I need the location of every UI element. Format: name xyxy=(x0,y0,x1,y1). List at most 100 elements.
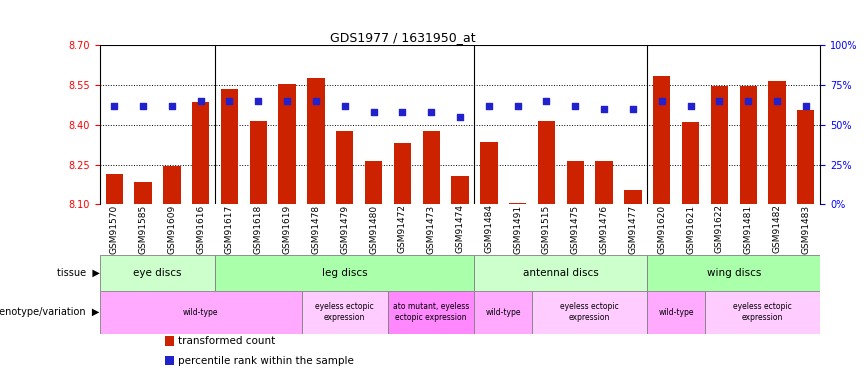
Bar xyxy=(567,160,584,204)
Text: GSM91515: GSM91515 xyxy=(542,204,551,254)
Bar xyxy=(100,291,301,334)
Point xyxy=(194,98,207,104)
Bar xyxy=(279,84,296,204)
Text: GSM91621: GSM91621 xyxy=(686,204,695,254)
Text: GSM91491: GSM91491 xyxy=(513,204,523,254)
Point xyxy=(108,103,122,109)
Text: GSM91480: GSM91480 xyxy=(369,204,378,254)
Point xyxy=(770,98,784,104)
Text: eye discs: eye discs xyxy=(133,268,181,278)
Bar xyxy=(509,203,526,204)
Text: GSM91570: GSM91570 xyxy=(109,204,119,254)
Text: ato mutant, eyeless
ectopic expression: ato mutant, eyeless ectopic expression xyxy=(393,303,470,322)
Text: GSM91483: GSM91483 xyxy=(801,204,811,254)
Bar xyxy=(480,142,497,204)
Bar xyxy=(365,160,382,204)
Bar xyxy=(301,291,388,334)
Title: GDS1977 / 1631950_at: GDS1977 / 1631950_at xyxy=(330,31,475,44)
Text: GSM91616: GSM91616 xyxy=(196,204,205,254)
Text: eyeless ectopic
expression: eyeless ectopic expression xyxy=(315,303,374,322)
Point xyxy=(654,98,668,104)
Bar xyxy=(336,131,353,204)
Text: GSM91478: GSM91478 xyxy=(312,204,320,254)
Bar xyxy=(648,255,820,291)
Point xyxy=(252,98,266,104)
Bar xyxy=(163,166,181,204)
Bar xyxy=(307,78,325,204)
Text: GSM91620: GSM91620 xyxy=(657,204,667,254)
Text: GSM91479: GSM91479 xyxy=(340,204,349,254)
Bar xyxy=(624,190,641,204)
Point xyxy=(597,106,611,112)
Text: leg discs: leg discs xyxy=(322,268,367,278)
Point xyxy=(510,103,524,109)
Bar xyxy=(475,291,532,334)
Bar xyxy=(106,174,123,204)
Text: eyeless ectopic
expression: eyeless ectopic expression xyxy=(733,303,792,322)
Text: antennal discs: antennal discs xyxy=(523,268,599,278)
Text: GSM91473: GSM91473 xyxy=(427,204,436,254)
Bar xyxy=(192,102,209,204)
Bar xyxy=(538,121,556,204)
Bar xyxy=(423,131,440,204)
Bar xyxy=(797,110,814,204)
Text: genotype/variation  ▶: genotype/variation ▶ xyxy=(0,307,100,317)
Bar xyxy=(711,86,728,204)
Text: percentile rank within the sample: percentile rank within the sample xyxy=(178,356,353,366)
Point xyxy=(280,98,294,104)
Text: GSM91472: GSM91472 xyxy=(398,204,407,254)
Point xyxy=(540,98,554,104)
Point xyxy=(309,98,323,104)
Bar xyxy=(250,121,267,204)
Text: wing discs: wing discs xyxy=(707,268,761,278)
Point xyxy=(799,103,812,109)
Text: wild-type: wild-type xyxy=(183,308,219,316)
Bar xyxy=(768,81,786,204)
Bar xyxy=(475,255,648,291)
Text: GSM91585: GSM91585 xyxy=(139,204,148,254)
Bar xyxy=(532,291,648,334)
Bar xyxy=(648,291,705,334)
Point xyxy=(222,98,236,104)
Bar xyxy=(215,255,475,291)
Text: GSM91619: GSM91619 xyxy=(283,204,292,254)
Text: GSM91622: GSM91622 xyxy=(715,204,724,254)
Text: wild-type: wild-type xyxy=(485,308,521,316)
Point xyxy=(626,106,640,112)
Bar xyxy=(653,75,670,204)
Bar xyxy=(595,160,613,204)
Point xyxy=(136,103,150,109)
Text: GSM91474: GSM91474 xyxy=(456,204,464,254)
Bar xyxy=(682,122,700,204)
Text: eyeless ectopic
expression: eyeless ectopic expression xyxy=(561,303,619,322)
Text: GSM91476: GSM91476 xyxy=(600,204,608,254)
Bar xyxy=(165,356,174,365)
Point xyxy=(713,98,727,104)
Text: wild-type: wild-type xyxy=(659,308,694,316)
Point xyxy=(338,103,352,109)
Bar xyxy=(394,143,411,204)
Text: GSM91475: GSM91475 xyxy=(571,204,580,254)
Point xyxy=(366,109,380,115)
Bar xyxy=(100,255,215,291)
Bar xyxy=(135,182,152,204)
Point xyxy=(569,103,582,109)
Text: GSM91609: GSM91609 xyxy=(168,204,176,254)
Text: GSM91482: GSM91482 xyxy=(773,204,781,254)
Point xyxy=(684,103,698,109)
Point xyxy=(482,103,496,109)
Text: tissue  ▶: tissue ▶ xyxy=(57,268,100,278)
Bar xyxy=(705,291,820,334)
Text: GSM91484: GSM91484 xyxy=(484,204,493,254)
Text: GSM91618: GSM91618 xyxy=(253,204,263,254)
Point xyxy=(424,109,438,115)
Text: transformed count: transformed count xyxy=(178,336,275,346)
Bar xyxy=(740,86,757,204)
Point xyxy=(453,114,467,120)
Point xyxy=(396,109,410,115)
Bar xyxy=(165,336,174,346)
Bar xyxy=(388,291,475,334)
Bar xyxy=(220,89,238,204)
Text: GSM91617: GSM91617 xyxy=(225,204,234,254)
Bar xyxy=(451,177,469,204)
